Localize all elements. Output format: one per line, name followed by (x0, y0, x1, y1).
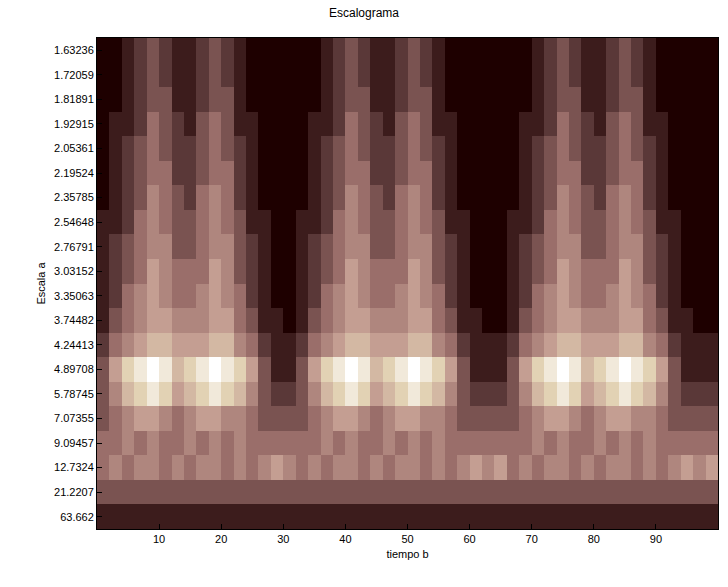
svg-text:60: 60 (463, 533, 475, 545)
svg-text:1.81891: 1.81891 (54, 93, 94, 105)
svg-text:3.03152: 3.03152 (54, 265, 94, 277)
svg-text:2.19524: 2.19524 (54, 167, 94, 179)
svg-text:80: 80 (588, 533, 600, 545)
svg-text:20: 20 (215, 533, 227, 545)
svg-text:2.05361: 2.05361 (54, 142, 94, 154)
svg-text:3.74482: 3.74482 (54, 314, 94, 326)
svg-text:70: 70 (526, 533, 538, 545)
svg-text:10: 10 (153, 533, 165, 545)
svg-text:Escalograma: Escalograma (329, 6, 399, 20)
svg-text:1.92915: 1.92915 (54, 118, 94, 130)
svg-text:30: 30 (277, 533, 289, 545)
svg-text:3.35063: 3.35063 (54, 290, 94, 302)
svg-text:4.24413: 4.24413 (54, 339, 94, 351)
svg-text:2.76791: 2.76791 (54, 241, 94, 253)
svg-text:1.63236: 1.63236 (54, 44, 94, 56)
svg-text:Escala a: Escala a (35, 262, 47, 305)
svg-text:90: 90 (650, 533, 662, 545)
svg-text:12.7324: 12.7324 (54, 461, 94, 473)
svg-text:9.09457: 9.09457 (54, 437, 94, 449)
svg-text:4.89708: 4.89708 (54, 363, 94, 375)
svg-text:2.35785: 2.35785 (54, 191, 94, 203)
svg-text:7.07355: 7.07355 (54, 412, 94, 424)
svg-text:5.78745: 5.78745 (54, 388, 94, 400)
svg-text:63.662: 63.662 (60, 511, 94, 523)
svg-text:tiempo b: tiempo b (386, 548, 428, 560)
svg-text:40: 40 (339, 533, 351, 545)
svg-text:50: 50 (401, 533, 413, 545)
svg-text:2.54648: 2.54648 (54, 216, 94, 228)
svg-text:1.72059: 1.72059 (54, 69, 94, 81)
svg-text:21.2207: 21.2207 (54, 486, 94, 498)
